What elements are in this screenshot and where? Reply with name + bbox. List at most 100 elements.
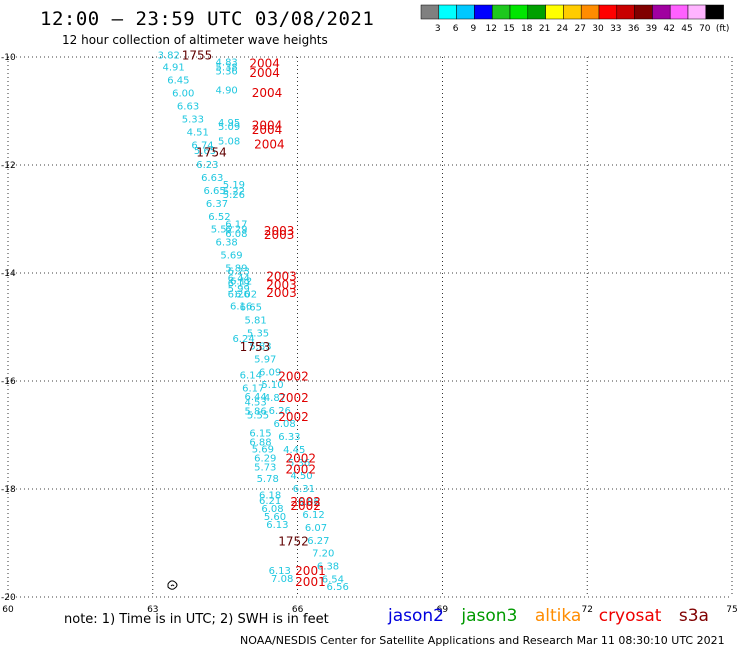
x-tick-label: 75 <box>726 605 737 615</box>
swh-value: 6.13 <box>269 566 291 577</box>
swh-value: 5.97 <box>254 354 276 365</box>
swh-value: 4.50 <box>290 471 312 482</box>
swh-value: 6.09 <box>259 367 281 378</box>
swh-value: 6.37 <box>206 199 228 210</box>
colorbar-label: 24 <box>557 24 569 34</box>
swh-value: 6.44 <box>228 273 250 284</box>
swh-value: 6.08 <box>273 419 295 430</box>
swh-value: 5.08 <box>218 137 240 148</box>
time-label: 2004 <box>249 56 280 70</box>
colorbar-label: 27 <box>574 24 585 34</box>
colorbar-swatch <box>563 4 582 20</box>
swh-value: 6.12 <box>230 277 252 288</box>
colorbar-swatch <box>652 4 671 20</box>
swh-value: 5.33 <box>182 115 204 126</box>
swh-value: 6.14 <box>240 371 262 382</box>
swh-value: 5.52 <box>211 225 233 236</box>
swh-value: 5.19 <box>223 180 245 191</box>
time-label: 2002 <box>290 495 321 509</box>
swh-value: 5.10 <box>261 380 283 391</box>
swh-value: 6.45 <box>167 76 189 87</box>
colorbar-swatch <box>634 4 653 20</box>
time-label: 2002 <box>286 462 317 476</box>
swh-value: 7.20 <box>312 549 334 560</box>
colorbar-label: 39 <box>646 24 658 34</box>
swh-value: 4.91 <box>162 63 184 74</box>
swh-value: 5.73 <box>254 462 276 473</box>
swh-value: 7.08 <box>271 574 293 585</box>
swh-value: 5.38 <box>216 63 238 74</box>
x-tick-label: 72 <box>581 605 592 615</box>
colorbar-label: (ft) <box>716 24 730 34</box>
y-tick-label: -12 <box>1 161 16 171</box>
swh-value: 6.08 <box>225 229 247 240</box>
colorbar-swatch <box>580 4 600 20</box>
x-tick-label: 66 <box>292 605 304 615</box>
colorbar-label: 42 <box>663 24 674 34</box>
swh-value: 6.65 <box>203 186 225 197</box>
time-label: 2003 <box>266 278 297 292</box>
colorbar-label: 12 <box>485 24 496 34</box>
colorbar-label: 18 <box>521 24 533 34</box>
swh-value: 6.88 <box>249 437 271 448</box>
swh-value: 5.69 <box>252 445 274 456</box>
time-label: 2001 <box>295 564 326 578</box>
y-tick-label: -10 <box>1 53 16 63</box>
swh-value: 5.83 <box>249 341 271 352</box>
chart-subtitle: 12 hour collection of altimeter wave hei… <box>62 33 328 47</box>
credit-line: NOAA/NESDIS Center for Satellite Applica… <box>240 634 725 647</box>
colorbar-label: 30 <box>592 24 604 34</box>
colorbar-swatch <box>527 4 546 20</box>
swh-value: 6.24 <box>232 334 254 345</box>
satellite-legend: jason2 jason3 altika cryosat s3a <box>388 606 721 626</box>
time-label: 2002 <box>286 452 317 466</box>
swh-value: 5.86 <box>245 407 267 418</box>
colorbar-swatch <box>616 4 635 20</box>
colorbar-swatch <box>705 4 724 20</box>
y-tick-label: -14 <box>1 269 16 279</box>
colorbar-label: 9 <box>471 24 477 34</box>
swh-value: 6.00 <box>172 89 194 100</box>
swh-value: 4.45 <box>283 445 305 456</box>
swh-value: 6.18 <box>259 490 281 501</box>
swh-value: 4.53 <box>245 398 267 409</box>
colorbar-label: 3 <box>435 24 441 34</box>
colorbar-label: 6 <box>453 24 459 34</box>
time-label: 1753 <box>240 340 271 354</box>
swh-value: 6.26 <box>228 290 250 301</box>
colorbar-swatch <box>420 4 440 20</box>
swh-value: 6.63 <box>177 102 199 113</box>
satellite-altika: altika <box>534 606 582 626</box>
swh-value: 6.27 <box>307 536 329 547</box>
time-label: 2002 <box>278 370 309 384</box>
colorbar-label: 45 <box>681 24 692 34</box>
swh-value: 6.52 <box>208 212 230 223</box>
colorbar-swatch <box>669 4 689 20</box>
swh-value: 5.78 <box>257 474 279 485</box>
time-label: 2002 <box>290 499 321 513</box>
time-label: 2002 <box>278 410 309 424</box>
swh-value: 6.74 <box>191 140 213 151</box>
time-label: 1754 <box>196 146 227 160</box>
swh-value: 4.87 <box>264 393 286 404</box>
colorbar-label: 70 <box>699 24 711 34</box>
swh-value: 6.13 <box>266 520 288 531</box>
swh-value: 6.15 <box>249 428 271 439</box>
swh-value: 4.51 <box>187 128 209 139</box>
swh-value: 6.38 <box>216 238 238 249</box>
y-tick-label: -20 <box>1 593 16 603</box>
swh-value: 5.60 <box>264 512 286 523</box>
swh-value: 4.90 <box>216 85 238 96</box>
x-tick-label: 69 <box>437 605 449 615</box>
colorbar-swatch <box>545 4 564 20</box>
colorbar-swatch <box>598 4 618 20</box>
swh-value: 4.95 <box>218 118 240 129</box>
colorbar-label: 21 <box>539 24 550 34</box>
swh-value: 5.55 <box>247 410 269 421</box>
swh-value: 5.99 <box>228 284 250 295</box>
colorbar-label: 36 <box>628 24 640 34</box>
x-tick-label: 63 <box>147 605 158 615</box>
swh-value: 6.16 <box>230 301 252 312</box>
swh-value: 6.63 <box>201 173 223 184</box>
